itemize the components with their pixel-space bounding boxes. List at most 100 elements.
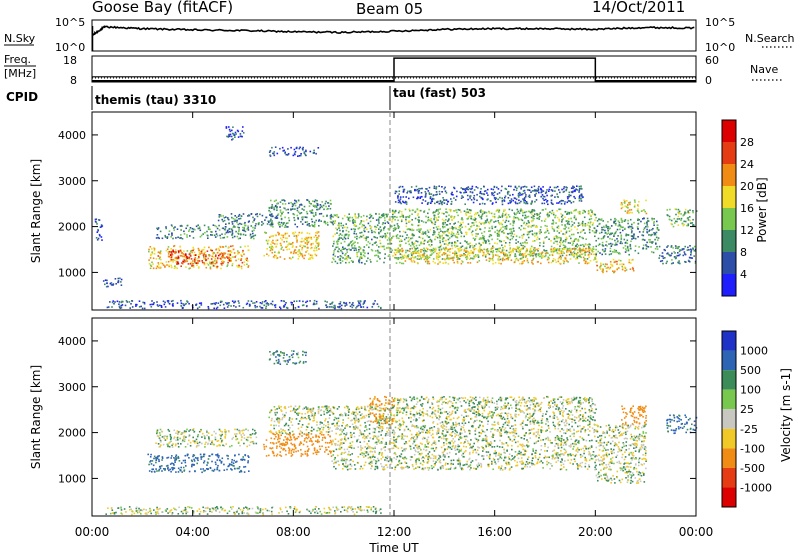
heatmap-cell bbox=[380, 229, 382, 231]
heatmap-cell bbox=[564, 211, 567, 213]
heatmap-cell bbox=[505, 224, 508, 227]
heatmap-cell bbox=[441, 254, 443, 256]
heatmap-cell bbox=[200, 234, 203, 237]
heatmap-cell bbox=[313, 299, 316, 302]
heatmap-cell bbox=[485, 242, 487, 244]
heatmap-cell bbox=[228, 260, 231, 262]
heatmap-cell bbox=[438, 252, 440, 254]
heatmap-cell bbox=[342, 248, 345, 250]
heatmap-cell bbox=[646, 245, 648, 248]
heatmap-cell bbox=[238, 466, 241, 468]
heatmap-cell bbox=[543, 249, 545, 251]
heatmap-cell bbox=[497, 198, 499, 201]
heatmap-cell bbox=[568, 253, 571, 256]
heatmap-cell bbox=[449, 227, 451, 230]
heatmap-cell bbox=[616, 238, 618, 240]
heatmap-cell bbox=[247, 460, 249, 462]
heatmap-cell bbox=[192, 440, 194, 442]
heatmap-cell bbox=[424, 191, 427, 193]
heatmap-cell bbox=[491, 227, 494, 230]
heatmap-cell bbox=[550, 195, 552, 197]
heatmap-cell bbox=[207, 264, 210, 266]
heatmap-cell bbox=[370, 248, 373, 251]
heatmap-cell bbox=[295, 200, 297, 202]
heatmap-cell bbox=[432, 198, 435, 200]
heatmap-cell bbox=[627, 248, 630, 251]
heatmap-cell bbox=[359, 257, 361, 259]
heatmap-cell bbox=[390, 225, 392, 227]
heatmap-cell bbox=[545, 198, 547, 201]
heatmap-cell bbox=[317, 204, 319, 206]
heatmap-cell bbox=[571, 191, 574, 194]
heatmap-cell bbox=[255, 301, 258, 303]
heatmap-cell bbox=[437, 210, 439, 212]
heatmap-cell bbox=[437, 213, 439, 216]
heatmap-cell bbox=[364, 226, 367, 229]
heatmap-cell bbox=[517, 241, 519, 243]
heatmap-cell bbox=[315, 234, 317, 237]
heatmap-cell bbox=[226, 303, 228, 305]
heatmap-cell bbox=[531, 252, 534, 255]
heatmap-cell bbox=[522, 235, 524, 237]
heatmap-cell bbox=[484, 190, 487, 192]
heatmap-cell bbox=[515, 202, 517, 205]
heatmap-cell bbox=[399, 240, 401, 243]
heatmap-cell bbox=[687, 211, 689, 214]
heatmap-cell bbox=[283, 199, 285, 201]
heatmap-cell bbox=[282, 236, 285, 239]
heatmap-cell bbox=[545, 231, 547, 233]
heatmap-cell bbox=[451, 193, 453, 196]
heatmap-cell bbox=[438, 249, 441, 251]
heatmap-cell bbox=[647, 226, 649, 228]
heatmap-cell bbox=[340, 222, 342, 225]
heatmap-cell bbox=[384, 219, 386, 222]
heatmap-cell bbox=[509, 238, 512, 241]
heatmap-cell bbox=[502, 212, 504, 215]
heatmap-cell bbox=[420, 249, 423, 252]
heatmap-cell bbox=[207, 458, 210, 460]
heatmap-cell bbox=[193, 254, 195, 256]
heatmap-cell bbox=[485, 211, 488, 214]
heatmap-cell bbox=[301, 147, 304, 150]
heatmap-cell bbox=[309, 150, 312, 153]
heatmap-cell bbox=[539, 252, 541, 255]
heatmap-cell bbox=[485, 215, 488, 217]
heatmap-cell bbox=[245, 428, 247, 431]
heatmap-cell bbox=[419, 209, 422, 212]
heatmap-cell bbox=[216, 267, 218, 269]
heatmap-cell bbox=[523, 197, 526, 199]
heatmap-cell bbox=[363, 237, 366, 239]
heatmap-cell bbox=[183, 233, 186, 235]
heatmap-cell bbox=[294, 199, 296, 202]
heatmap-cell bbox=[615, 218, 617, 221]
heatmap-cell bbox=[327, 224, 329, 226]
heatmap-cell bbox=[336, 262, 339, 265]
heatmap-cell bbox=[427, 231, 430, 233]
heatmap-cell bbox=[276, 239, 279, 241]
heatmap-cell bbox=[291, 246, 294, 249]
heatmap-cell bbox=[656, 228, 659, 231]
heatmap-cell bbox=[180, 462, 183, 464]
heatmap-cell bbox=[402, 215, 404, 217]
heatmap-cell bbox=[171, 444, 173, 447]
heatmap-cell bbox=[236, 220, 238, 222]
heatmap-cell bbox=[212, 470, 215, 472]
heatmap-cell bbox=[459, 247, 461, 249]
heatmap-cell bbox=[670, 219, 673, 222]
heatmap-cell bbox=[343, 236, 346, 239]
heatmap-cell bbox=[670, 246, 673, 248]
heatmap-cell bbox=[351, 220, 354, 222]
heatmap-cell bbox=[267, 254, 270, 257]
heatmap-cell bbox=[470, 231, 473, 234]
heatmap-cell bbox=[620, 203, 623, 206]
heatmap-cell bbox=[684, 253, 686, 255]
heatmap-cell bbox=[481, 202, 484, 205]
heatmap-cell bbox=[445, 219, 447, 221]
heatmap-cell bbox=[243, 429, 246, 432]
heatmap-cell bbox=[571, 240, 573, 243]
heatmap-cell bbox=[216, 227, 219, 230]
heatmap-cell bbox=[496, 233, 499, 236]
heatmap-cell bbox=[453, 261, 455, 264]
heatmap-cell bbox=[338, 248, 340, 250]
heatmap-cell bbox=[478, 214, 480, 217]
